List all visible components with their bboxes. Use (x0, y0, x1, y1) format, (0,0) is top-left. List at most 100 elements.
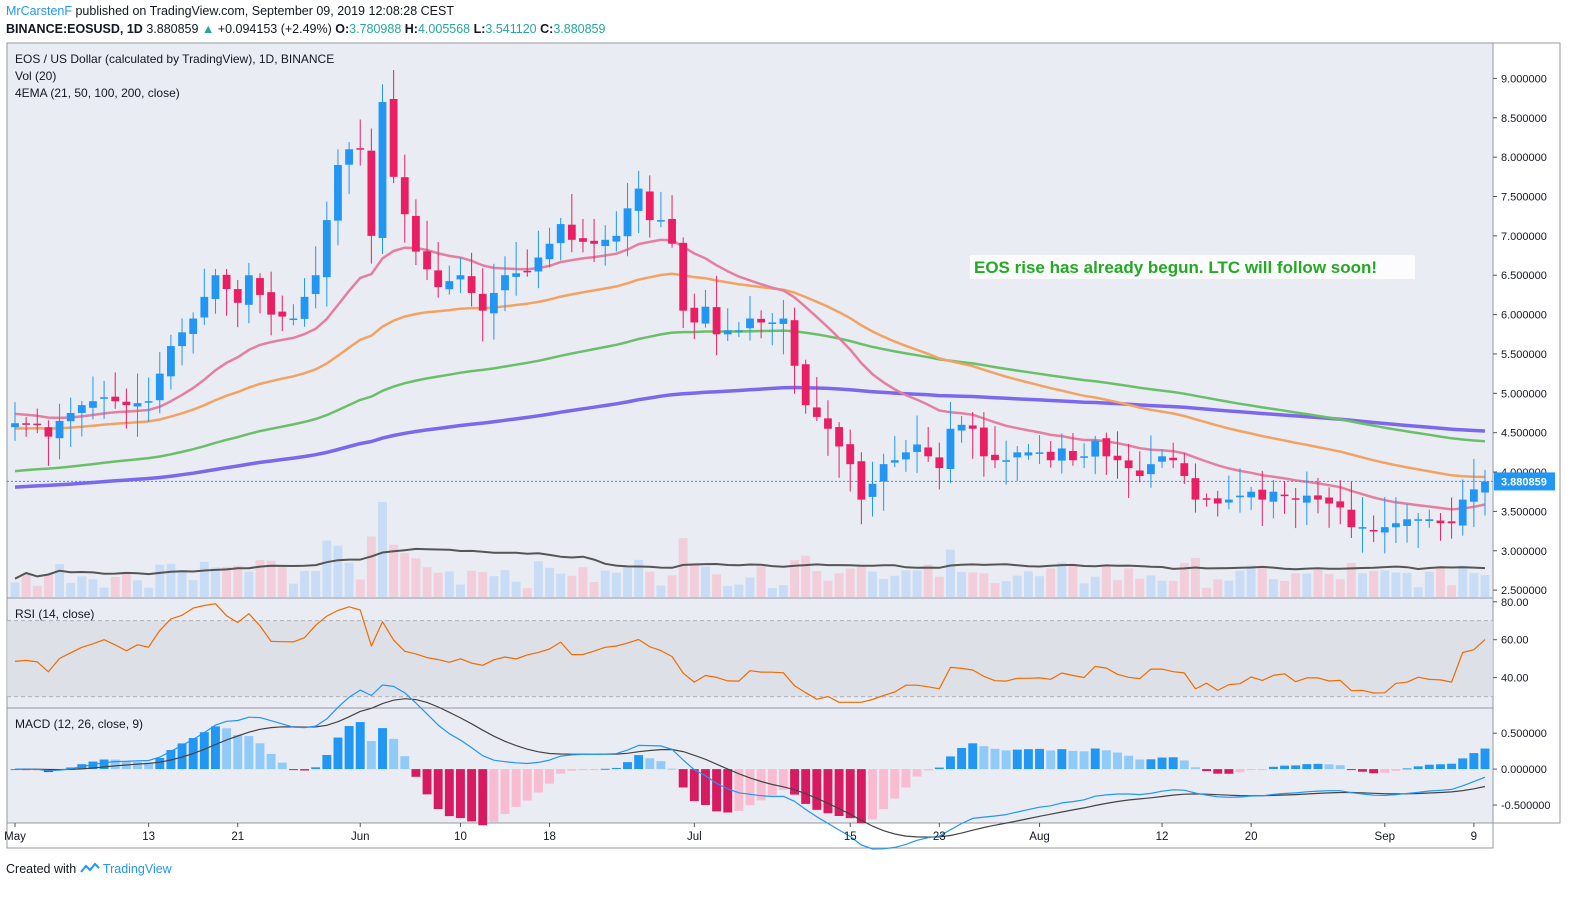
volume-bar (701, 566, 710, 597)
candle-body (545, 243, 554, 260)
macd-pane-title: MACD (12, 26, close, 9) (15, 717, 143, 731)
chart-panes (6, 42, 1561, 849)
volume-bar (1302, 573, 1312, 597)
volume-bar (389, 544, 399, 597)
candle-body (367, 150, 376, 236)
tradingview-brand[interactable]: TradingView (102, 862, 172, 876)
volume-bar (121, 571, 131, 597)
volume-bar (1224, 580, 1234, 597)
macd-histogram-bar (500, 769, 510, 815)
volume-bar (266, 560, 276, 597)
candle-body (345, 149, 353, 165)
candle-body (1314, 495, 1322, 500)
current-price-tag-label: 3.880859 (1501, 476, 1547, 488)
published-text: published on TradingView.com, September … (75, 4, 454, 18)
candle-body (534, 257, 543, 272)
time-axis-tick-label: 15 (844, 831, 857, 843)
candle-body (857, 461, 866, 500)
candle-body (434, 270, 443, 288)
candle-body (200, 296, 209, 318)
volume-bars (10, 502, 1490, 597)
macd-histogram-bar (767, 769, 777, 796)
close-label: C: (540, 22, 554, 36)
volume-bar (1369, 570, 1379, 597)
candle-body (657, 220, 665, 222)
macd-histogram-bar (211, 726, 220, 770)
time-axis-tick-label: 23 (933, 831, 946, 843)
volume-bar (868, 571, 877, 597)
volume-bar (778, 585, 788, 597)
candle-body (790, 320, 799, 366)
rsi-line (14, 603, 1486, 703)
macd-histogram-bar (255, 743, 265, 770)
volume-bar (990, 583, 1000, 597)
macd-histogram-bar (277, 762, 287, 770)
macd-histogram-bar (244, 736, 254, 770)
time-axis-tick-label: 10 (454, 831, 467, 843)
candle-body (679, 242, 688, 311)
price-axis-tick-label: 6.000000 (1501, 310, 1547, 322)
macd-histogram-bar (511, 769, 521, 807)
candle-body (723, 330, 732, 335)
candle-body (890, 460, 899, 463)
volume-bar (99, 587, 109, 597)
volume-bar (1280, 580, 1289, 597)
candle-body (757, 318, 766, 323)
macd-histogram-bar (266, 753, 276, 770)
macd-line (14, 684, 1486, 850)
macd-histogram-bar (300, 769, 309, 771)
candle-body (1436, 520, 1445, 524)
candle-body (389, 98, 398, 177)
candle-body (178, 332, 186, 347)
volume-bar (378, 502, 387, 597)
volume-bar (767, 588, 777, 597)
macd-histogram-bar (533, 769, 543, 793)
volume-bar (934, 576, 944, 597)
macd-histogram-bar (1424, 764, 1434, 770)
macd-histogram-bar (545, 769, 554, 784)
candle-body (33, 423, 42, 426)
volume-bar (400, 553, 410, 597)
volume-bar (511, 581, 521, 597)
candle-body (467, 276, 476, 293)
volume-bar (444, 571, 454, 597)
symbol-label: BINANCE:EOSUSD, 1D (6, 22, 143, 36)
macd-histogram-bar (1179, 760, 1189, 770)
macd-histogram-bar (1135, 759, 1145, 770)
volume-bar (957, 571, 967, 597)
axes: 9.000000 8.500000 8.000000 7.500000 7.000000… (4, 73, 1555, 843)
candle-body (1002, 460, 1011, 462)
high-value: 4.005568 (417, 22, 471, 36)
macd-histogram-bar (1213, 769, 1223, 774)
volume-bar (277, 566, 287, 597)
candle-body (44, 427, 53, 437)
macd-histogram-bar (288, 769, 298, 771)
candle-body (623, 208, 632, 237)
ema-50-line (14, 272, 1486, 479)
candle-body (489, 292, 498, 314)
author-link[interactable]: MrCarstenF (6, 4, 72, 18)
volume-bar (1246, 565, 1256, 597)
volume-bar (489, 576, 499, 597)
macd-histogram-bar (1458, 758, 1468, 770)
macd-histogram-bar (411, 769, 421, 777)
macd-histogram-bar (1313, 763, 1323, 770)
volume-bar (478, 572, 488, 597)
candle-body (801, 364, 810, 406)
volume-bar (110, 576, 120, 597)
macd-histogram-bar (801, 769, 811, 804)
volume-bar (1257, 567, 1267, 597)
candle-body (812, 407, 821, 417)
volume-bar (244, 571, 254, 597)
volume-bar (578, 567, 588, 597)
macd-histogram-bar (1413, 766, 1423, 770)
macd-histogram-bar (623, 762, 632, 770)
volume-bar (689, 563, 699, 597)
time-axis-tick-label: 12 (1156, 831, 1169, 843)
candle-body (1380, 527, 1389, 533)
volume-bar (1023, 571, 1033, 597)
macd-histogram-bar (834, 769, 844, 817)
macd-histogram-bar (957, 747, 967, 770)
macd-histogram-bar (912, 769, 922, 777)
